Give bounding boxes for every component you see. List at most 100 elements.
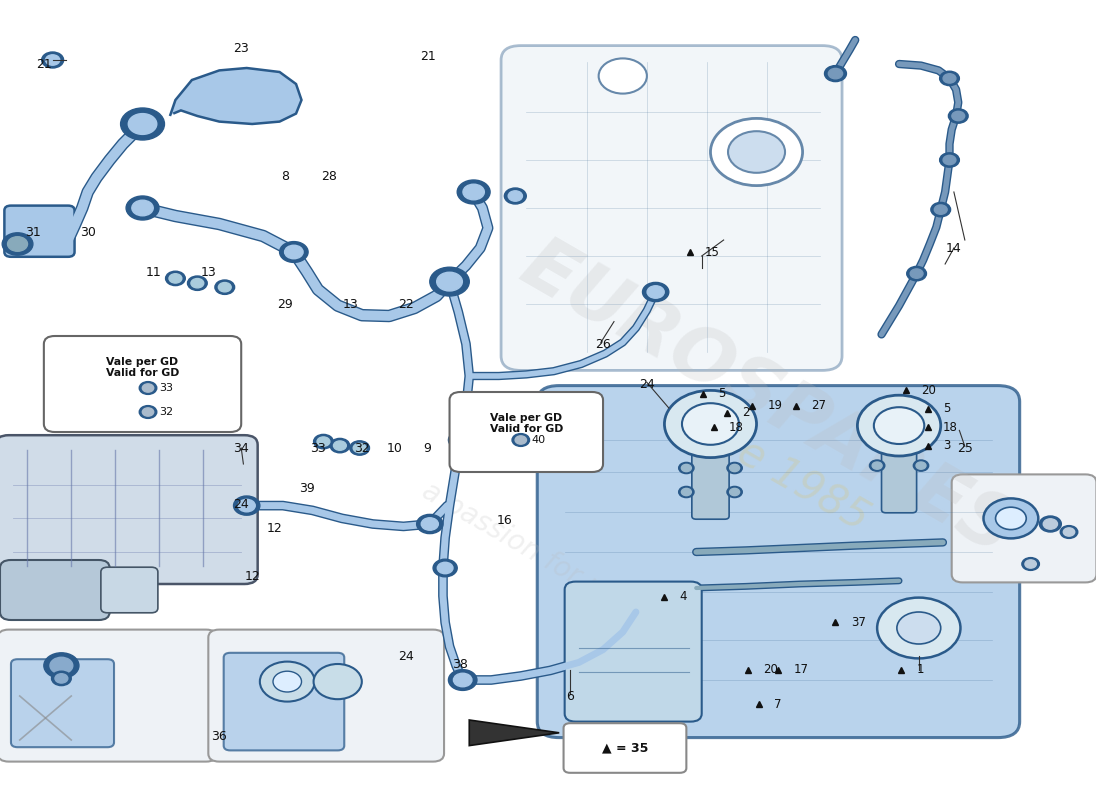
Circle shape (314, 434, 333, 449)
Circle shape (1064, 528, 1075, 536)
FancyBboxPatch shape (223, 653, 344, 750)
Circle shape (948, 109, 968, 123)
Text: 29: 29 (277, 298, 293, 310)
Circle shape (996, 507, 1026, 530)
Circle shape (1025, 560, 1036, 568)
Text: since 1985: since 1985 (659, 389, 877, 539)
Circle shape (679, 486, 694, 498)
Circle shape (983, 498, 1038, 538)
Text: 24: 24 (639, 378, 654, 390)
Text: 21: 21 (420, 50, 436, 62)
Circle shape (42, 52, 64, 68)
Text: 26: 26 (595, 338, 610, 350)
FancyBboxPatch shape (692, 409, 729, 519)
Text: 36: 36 (211, 730, 228, 742)
Circle shape (512, 434, 529, 446)
Text: 30: 30 (80, 226, 96, 238)
Circle shape (129, 114, 157, 134)
Text: 22: 22 (398, 298, 414, 310)
Text: 20: 20 (763, 663, 778, 676)
Text: Vale per GD
Valid for GD: Vale per GD Valid for GD (490, 413, 563, 434)
Circle shape (598, 58, 647, 94)
Circle shape (679, 462, 694, 474)
FancyBboxPatch shape (564, 582, 702, 722)
Circle shape (906, 266, 926, 281)
Circle shape (219, 282, 231, 292)
Text: 17: 17 (794, 663, 808, 676)
Circle shape (449, 431, 473, 449)
Text: 37: 37 (850, 616, 866, 629)
Circle shape (421, 518, 438, 530)
Text: 24: 24 (398, 650, 414, 662)
Circle shape (931, 202, 950, 217)
Circle shape (728, 131, 785, 173)
Circle shape (140, 382, 157, 394)
Text: 18: 18 (729, 421, 744, 434)
Circle shape (681, 464, 691, 472)
Text: 38: 38 (452, 658, 469, 670)
Text: 14: 14 (946, 242, 961, 254)
Circle shape (187, 276, 207, 290)
Circle shape (330, 438, 350, 453)
Circle shape (869, 460, 884, 471)
Circle shape (873, 407, 924, 444)
Circle shape (317, 437, 330, 446)
Text: 7: 7 (774, 698, 782, 710)
Text: 12: 12 (244, 570, 260, 582)
Text: 10: 10 (387, 442, 403, 454)
Circle shape (647, 286, 664, 298)
Text: 33: 33 (160, 383, 173, 393)
Circle shape (1022, 558, 1040, 570)
Circle shape (438, 562, 453, 574)
Text: 34: 34 (233, 442, 249, 454)
Circle shape (729, 464, 739, 472)
FancyBboxPatch shape (450, 392, 603, 472)
Text: 27: 27 (812, 399, 826, 412)
Circle shape (952, 111, 965, 121)
Circle shape (353, 443, 366, 453)
Circle shape (45, 54, 59, 66)
Text: a passion for parts...: a passion for parts... (418, 477, 679, 643)
Circle shape (727, 462, 742, 474)
Circle shape (943, 74, 956, 83)
Text: 12: 12 (266, 522, 282, 534)
Circle shape (682, 403, 739, 445)
Circle shape (681, 488, 691, 496)
FancyBboxPatch shape (0, 435, 257, 584)
FancyBboxPatch shape (502, 46, 843, 370)
FancyBboxPatch shape (0, 560, 110, 620)
Circle shape (711, 118, 803, 186)
Circle shape (1043, 519, 1057, 530)
Circle shape (430, 267, 470, 296)
Circle shape (350, 441, 370, 455)
Circle shape (273, 671, 301, 692)
Circle shape (140, 406, 157, 418)
Circle shape (437, 272, 462, 291)
Text: 6: 6 (566, 690, 574, 702)
Text: 11: 11 (145, 266, 162, 278)
Circle shape (939, 71, 959, 86)
Circle shape (939, 153, 959, 167)
Circle shape (877, 598, 960, 658)
Circle shape (508, 190, 522, 202)
Text: 40: 40 (531, 435, 546, 445)
Text: 8: 8 (282, 170, 289, 182)
Circle shape (55, 674, 68, 683)
Circle shape (729, 488, 739, 496)
Circle shape (463, 184, 484, 200)
Circle shape (121, 108, 165, 140)
Text: 24: 24 (233, 498, 249, 510)
Circle shape (50, 658, 73, 674)
Text: 39: 39 (299, 482, 315, 494)
FancyBboxPatch shape (4, 206, 75, 257)
Circle shape (2, 233, 33, 255)
Text: 15: 15 (705, 246, 719, 258)
Circle shape (142, 384, 154, 392)
Text: 16: 16 (496, 514, 513, 526)
Text: ▲ = 35: ▲ = 35 (602, 742, 648, 754)
Text: 21: 21 (36, 58, 52, 70)
Text: 32: 32 (160, 407, 173, 417)
Circle shape (333, 441, 346, 450)
Circle shape (934, 205, 947, 214)
Circle shape (825, 66, 846, 82)
